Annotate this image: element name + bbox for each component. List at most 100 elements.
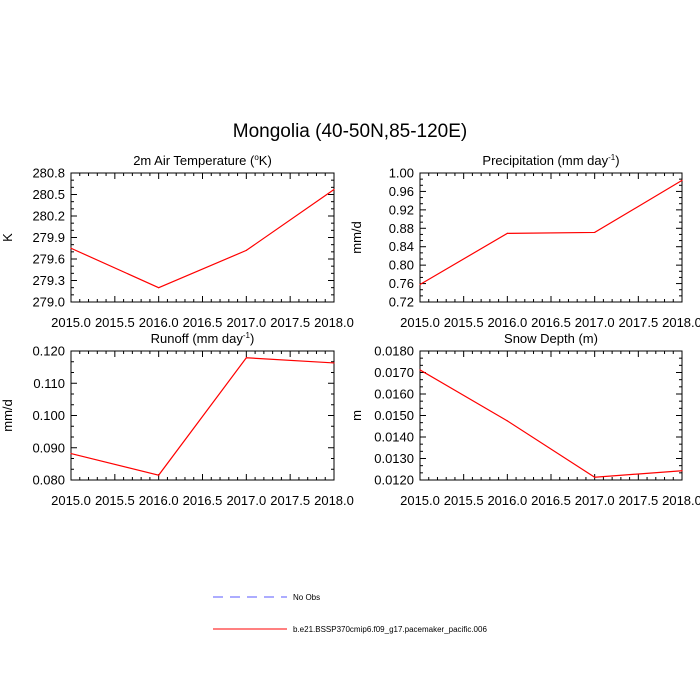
legend: No Obs b.e21.BSSP370cmip6.f09_g17.pacemak… [213,593,487,634]
panel-title: 2m Air Temperature (oK) [133,153,272,168]
data-point [419,369,421,371]
panel-title-superscript: -1 [243,331,251,340]
x-tick-label: 2017.0 [226,493,266,508]
data-point [681,179,683,181]
y-tick-label: 0.0120 [374,473,414,488]
plot-frame [70,172,335,303]
series-line [70,188,335,289]
panel-title: Runoff (mm day-1) [151,331,255,346]
data-point [506,420,508,422]
x-tick-label: 2017.0 [226,315,266,330]
y-tick-label: 0.92 [389,202,414,217]
y-tick-label: 0.76 [389,276,414,291]
panel-title-suffix: K) [259,153,272,168]
panel-title-text: Precipitation (mm day [482,153,608,168]
y-tick-label: 0.080 [32,473,65,488]
x-tick-label: 2018.0 [662,493,700,508]
x-tick-label: 2015.0 [51,493,91,508]
panel-title: Precipitation (mm day-1) [482,153,619,168]
data-point [333,188,335,191]
x-tick-label: 2018.0 [314,315,354,330]
series-line [419,369,683,478]
plot-frame [419,172,683,303]
data-point [333,362,335,364]
panel-title: Snow Depth (m) [504,331,598,346]
x-tick-label: 2015.0 [51,315,91,330]
x-tick-label: 2016.5 [183,493,223,508]
series-line [70,357,335,476]
data-point [419,283,421,286]
x-tick-label: 2015.5 [444,315,484,330]
y-tick-label: 0.0170 [374,365,414,380]
data-point [245,249,247,251]
y-tick-label: 280.2 [32,209,65,224]
x-tick-label: 2017.0 [575,493,615,508]
data-point [594,476,596,478]
y-tick-label: 279.0 [32,295,65,310]
x-tick-label: 2015.0 [400,315,440,330]
x-tick-label: 2016.5 [183,315,223,330]
data-point [245,357,247,359]
x-tick-label: 2017.5 [618,493,658,508]
chart-panel-4: Snow Depth (m) m 0.0120 0.0130 0.0140 0.0150 0… [349,331,700,508]
x-tick-label: 2015.0 [400,493,440,508]
y-tick-label: 0.0180 [374,344,414,359]
figure-title: Mongolia (40-50N,85-120E) [233,121,467,142]
legend-label: b.e21.BSSP370cmip6.f09_g17.pacemaker_pac… [293,625,487,634]
x-tick-label: 2017.5 [618,315,658,330]
chart-panel-3: Runoff (mm day-1) mm/d 0.080 0.090 0.100 0.11… [0,331,354,508]
data-point [158,474,160,476]
y-tick-label: 279.9 [32,230,65,245]
y-tick-label: 0.84 [389,239,414,254]
x-tick-label: 2018.0 [314,493,354,508]
y-tick-label: 1.00 [389,166,414,181]
y-axis-label: K [0,233,15,242]
legend-label: No Obs [293,593,320,602]
y-axis-label: mm/d [0,399,15,432]
y-tick-label: 0.96 [389,184,414,199]
y-tick-label: 0.88 [389,221,414,236]
chart-panel-2: Precipitation (mm day-1) mm/d 0.72 0.76 0.80… [349,153,700,330]
y-tick-label: 280.8 [32,166,65,181]
panel-title-superscript: -1 [608,153,616,162]
y-tick-label: 0.72 [389,295,414,310]
panel-title-text: 2m Air Temperature ( [133,153,255,168]
data-point [70,452,72,455]
x-tick-label: 2016.0 [139,493,179,508]
data-point [158,287,160,289]
x-tick-label: 2016.5 [531,493,571,508]
plot-frame [419,350,683,481]
panel-title-text: Snow Depth (m) [504,331,598,346]
data-point [506,232,508,234]
x-tick-label: 2015.5 [95,493,135,508]
y-tick-label: 0.110 [33,376,65,391]
panel-title-text: Runoff (mm day [151,331,244,346]
data-point [594,231,596,234]
x-tick-label: 2015.5 [95,315,135,330]
data-point [681,470,683,472]
y-axis-label: m [349,410,364,421]
x-tick-label: 2016.0 [487,315,527,330]
y-tick-label: 0.80 [389,258,414,273]
x-tick-label: 2016.0 [139,315,179,330]
y-axis-label: mm/d [349,221,364,254]
x-tick-label: 2015.5 [444,493,484,508]
y-tick-label: 279.3 [32,273,65,288]
y-tick-label: 0.0140 [374,430,414,445]
panel-title-suffix: ) [615,153,619,168]
y-tick-label: 0.120 [32,344,65,359]
x-tick-label: 2016.5 [531,315,571,330]
chart-panel-1: 2m Air Temperature (oK) K 279.0 279.3 279.6 2… [0,153,354,330]
x-tick-label: 2016.0 [487,493,527,508]
x-tick-label: 2018.0 [662,315,700,330]
panel-title-superscript: o [254,153,259,162]
series-line [419,179,683,286]
y-tick-label: 280.5 [32,187,65,202]
x-tick-label: 2017.5 [270,315,310,330]
x-tick-label: 2017.0 [575,315,615,330]
y-tick-label: 0.0150 [374,408,414,423]
data-point [70,247,72,249]
panel-title-suffix: ) [250,331,254,346]
y-tick-label: 0.090 [32,440,65,455]
